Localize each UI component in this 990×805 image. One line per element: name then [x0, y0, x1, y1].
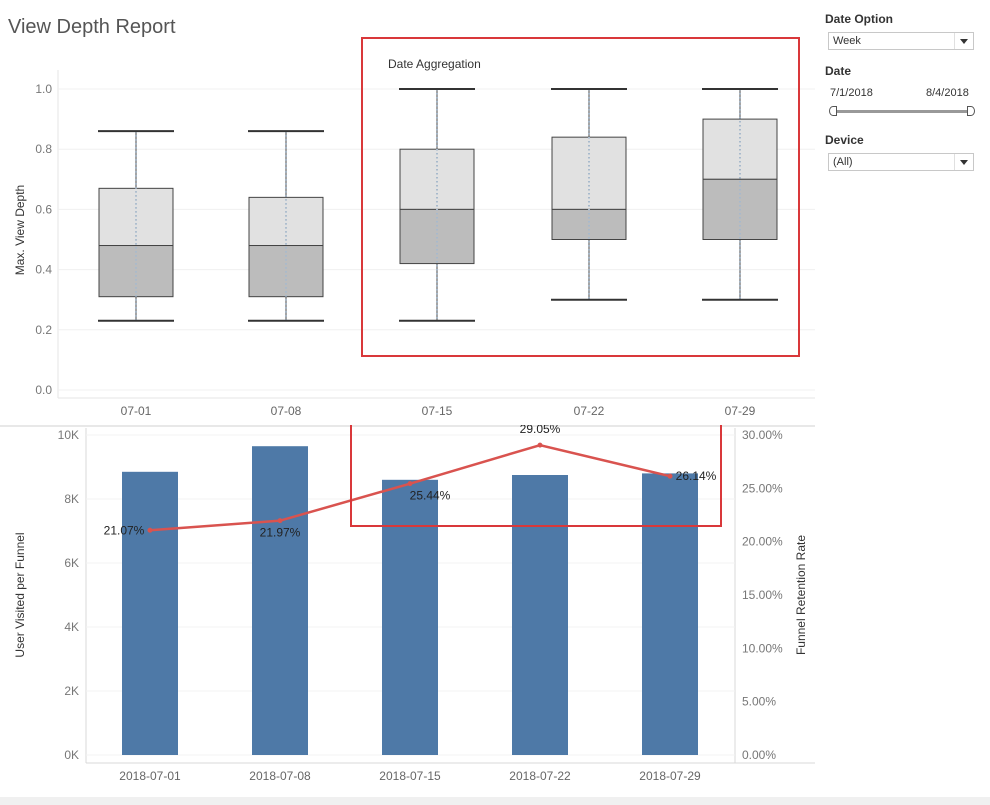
y-axis-title: User Visited per Funnel [13, 532, 27, 657]
y-tick-label: 2K [64, 684, 79, 698]
page-title: View Depth Report [8, 16, 176, 38]
data-label: 29.05% [520, 425, 561, 436]
x-tick-label: 2018-07-15 [379, 769, 441, 783]
date-slider-start-handle[interactable] [829, 106, 837, 116]
box-upper [248, 196, 324, 247]
bar [512, 475, 568, 755]
y2-axis-title: Funnel Retention Rate [794, 535, 808, 655]
x-tick-label: 2018-07-29 [639, 769, 701, 783]
device-label: Device [825, 133, 864, 147]
device-value: (All) [833, 156, 853, 168]
x-tick-label: 07-15 [422, 404, 453, 418]
bar [122, 471, 178, 755]
date-option-value: Week [833, 35, 861, 47]
data-label: 25.44% [410, 489, 451, 503]
x-tick-label: 07-22 [574, 404, 605, 418]
annotation-label: Date Aggregation [388, 57, 481, 71]
box-upper [98, 187, 174, 247]
y2-tick-label: 20.00% [742, 535, 783, 549]
line-point [277, 518, 283, 524]
date-option-dropdown[interactable]: Week [828, 32, 974, 50]
y2-tick-label: 15.00% [742, 588, 783, 602]
data-label: 21.07% [104, 523, 145, 537]
y2-tick-label: 5.00% [742, 695, 776, 709]
x-tick-label: 2018-07-22 [509, 769, 571, 783]
data-label: 26.14% [676, 469, 717, 483]
y-tick-label: 0.6 [35, 202, 52, 216]
date-option-label: Date Option [825, 12, 893, 26]
chevron-down-icon[interactable] [954, 154, 973, 170]
y2-tick-label: 0.00% [742, 748, 776, 762]
box-plot-chart: 0.0 0.2 0.4 0.6 0.8 1.0 Max. View Depth 07-01 07… [13, 37, 815, 418]
line-point [147, 527, 153, 533]
box-lower [98, 245, 174, 298]
bar-line-chart: 0K 2K 4K 6K 8K 10K 0.00% 5.00% 10.00% 15.00% 20.00… [0, 425, 815, 783]
y-tick-label: 0K [64, 748, 79, 762]
line-point [667, 473, 673, 479]
box-lower [248, 245, 324, 298]
y-tick-label: 0.8 [35, 142, 52, 156]
date-start-value: 7/1/2018 [830, 87, 873, 99]
date-label: Date [825, 64, 852, 78]
y-tick-label: 8K [64, 492, 79, 506]
bar [382, 479, 438, 755]
y-tick-label: 0.4 [35, 263, 52, 277]
x-tick-label: 07-29 [725, 404, 756, 418]
data-label: 21.97% [260, 526, 301, 540]
x-tick-label: 07-08 [271, 404, 302, 418]
y-tick-label: 0.0 [35, 383, 52, 397]
y-tick-label: 6K [64, 556, 79, 570]
x-tick-label: 2018-07-08 [249, 769, 311, 783]
date-slider-end-handle[interactable] [967, 106, 975, 116]
date-range-slider[interactable] [833, 110, 971, 113]
x-tick-label: 2018-07-01 [119, 769, 181, 783]
y-tick-label: 4K [64, 620, 79, 634]
bar [642, 473, 698, 755]
y2-tick-label: 10.00% [742, 641, 783, 655]
line-point [407, 481, 413, 487]
x-tick-label: 07-01 [121, 404, 152, 418]
device-dropdown[interactable]: (All) [828, 153, 974, 171]
line-point [537, 442, 543, 448]
date-end-value: 8/4/2018 [926, 87, 969, 99]
box-upper [399, 148, 475, 210]
y-tick-label: 10K [58, 428, 79, 442]
y-tick-label: 1.0 [35, 82, 52, 96]
bar [252, 446, 308, 755]
chevron-down-icon[interactable] [954, 33, 973, 49]
highlight-box [361, 37, 800, 357]
y-axis-title: Max. View Depth [13, 185, 27, 276]
y2-tick-label: 30.00% [742, 428, 783, 442]
highlight-box [350, 425, 722, 527]
y2-tick-label: 25.00% [742, 481, 783, 495]
footer-strip [0, 797, 990, 805]
y-tick-label: 0.2 [35, 323, 52, 337]
